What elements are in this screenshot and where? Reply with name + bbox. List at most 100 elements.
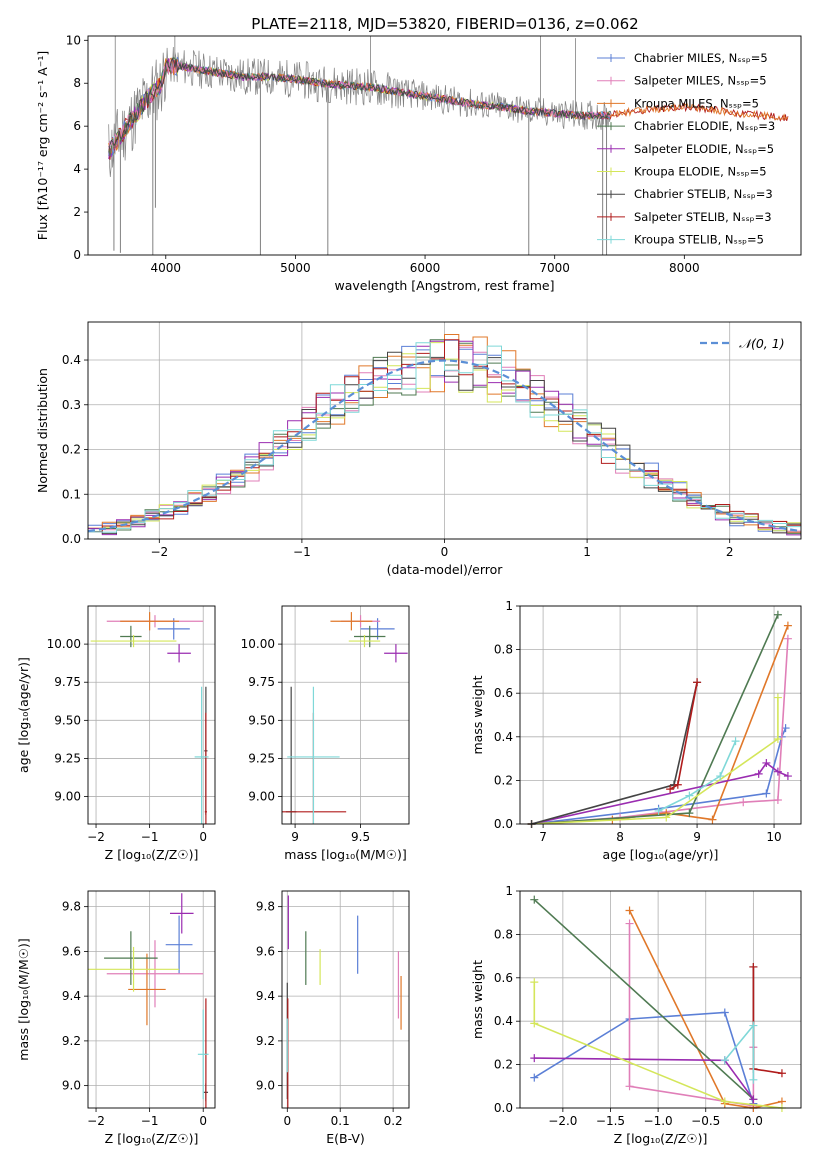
weight-point-marker — [720, 1008, 729, 1017]
y-tick-label: 0.6 — [494, 686, 513, 700]
x-tick-label: 10 — [766, 830, 781, 844]
x-axis-label: Z [log₁₀(Z/Z☉)] — [105, 1131, 199, 1146]
weight-point-marker — [625, 919, 634, 928]
y-tick-label: 9.4 — [62, 989, 81, 1003]
legend-label: Salpeter STELIB, Nₛₛₚ=3 — [634, 210, 772, 224]
weight-point-marker — [773, 734, 782, 743]
weight-series-line — [531, 697, 779, 824]
x-tick-label: 8 — [616, 830, 624, 844]
y-tick-label: 9.8 — [62, 900, 81, 914]
y-tick-label: 9.00 — [248, 790, 275, 804]
normal-curve — [87, 359, 802, 533]
spectrum-data-line — [108, 46, 612, 178]
x-tick-label: −2 — [87, 1114, 105, 1128]
legend-label: 𝒩(0, 1) — [739, 336, 785, 351]
y-tick-label: 9.6 — [62, 944, 81, 958]
x-tick-label: 0.0 — [744, 1114, 763, 1128]
weight-point-marker — [685, 809, 694, 818]
weight-point-marker — [530, 895, 539, 904]
weight-point-marker — [783, 621, 792, 630]
legend-label: Salpeter ELODIE, Nₛₛₚ=5 — [634, 142, 774, 156]
weight-point-marker — [754, 769, 763, 778]
x-tick-label: 9.5 — [351, 830, 370, 844]
weight-point-marker — [625, 906, 634, 915]
weight-point-marker — [708, 815, 717, 824]
weight-series-line — [531, 682, 698, 824]
y-tick-label: 2 — [73, 205, 81, 219]
x-axis-label: age [log₁₀(age/yr)] — [603, 847, 719, 862]
axes-age_vs_Z: −2 −1 0 9.00 9.25 9.50 9.75 10.00 Z [log₁₀(Z/Z☉)… — [16, 606, 215, 862]
y-tick-label: 10.00 — [241, 637, 275, 651]
weight-point-marker — [731, 737, 740, 746]
x-tick-label: −1.5 — [596, 1114, 625, 1128]
x-axis-label: mass [log₁₀(M/M☉)] — [284, 847, 406, 862]
figure-title: PLATE=2118, MJD=53820, FIBERID=0136, z=0… — [251, 15, 638, 33]
x-tick-label: 0 — [441, 545, 449, 559]
y-tick-label: 9.8 — [256, 900, 275, 914]
weight-point-marker — [762, 758, 771, 767]
x-tick-label: −2 — [87, 830, 105, 844]
x-tick-label: 8000 — [669, 261, 700, 275]
y-tick-label: 0.2 — [62, 443, 81, 457]
weight-series-line — [658, 740, 737, 812]
x-axis-label: wavelength [Angstrom, rest frame] — [334, 278, 554, 293]
axes-frame — [281, 605, 410, 825]
spectrum-model-line — [108, 57, 611, 153]
y-tick-label: 0.2 — [494, 1058, 513, 1072]
x-axis-label: Z [log₁₀(Z/Z☉)] — [614, 1131, 708, 1146]
weight-point-marker — [530, 1054, 539, 1063]
axes-frame — [519, 890, 802, 1109]
y-tick-label: 9.2 — [256, 1034, 275, 1048]
axes-frame — [87, 321, 802, 540]
axes-age_vs_mass: 9 9.5 9.00 9.25 9.50 9.75 10.00 mass [log₁₀(M/M… — [241, 606, 409, 862]
weight-point-marker — [654, 806, 663, 815]
axes-frame — [87, 890, 216, 1109]
y-axis-label: age [log₁₀(age/yr)] — [16, 657, 31, 773]
weight-point-marker — [720, 1097, 729, 1106]
x-tick-label: −2.0 — [548, 1114, 577, 1128]
weight-point-marker — [749, 1075, 758, 1084]
y-axis-label: mass [log₁₀(M/M☉)] — [16, 938, 31, 1060]
x-tick-label: −2 — [150, 545, 168, 559]
weight-point-marker — [625, 1082, 634, 1091]
y-tick-label: 10 — [66, 33, 81, 47]
legend-label: Chabrier ELODIE, Nₛₛₚ=3 — [634, 119, 775, 133]
legend-label: Salpeter MILES, Nₛₛₚ=5 — [634, 74, 767, 88]
axes-mass_vs_EBV: 0 0.1 0.2 9.0 9.2 9.4 9.6 9.8 E(B-V) — [256, 891, 409, 1146]
weight-point-marker — [773, 610, 782, 619]
y-tick-label: 9.25 — [248, 751, 275, 765]
weight-point-marker — [720, 1056, 729, 1065]
weight-point-marker — [530, 1073, 539, 1082]
x-tick-label: 9 — [291, 830, 299, 844]
y-tick-label: 0.8 — [494, 643, 513, 657]
y-tick-label: 9.0 — [256, 1079, 275, 1093]
histogram-series — [88, 339, 801, 533]
x-tick-label: −1 — [141, 1114, 159, 1128]
histogram-series — [88, 342, 801, 533]
weight-point-marker — [739, 798, 748, 807]
y-tick-label: 0.3 — [62, 398, 81, 412]
y-tick-label: 9.00 — [54, 790, 81, 804]
axes-frame — [281, 890, 410, 1109]
y-tick-label: 0 — [73, 248, 81, 262]
y-tick-label: 0.0 — [494, 817, 513, 831]
legend-label: Kroupa MILES, Nₛₛₚ=5 — [634, 96, 759, 110]
axes-spectrum: 4000 5000 6000 7000 8000 0 2 4 6 8 10 wavelength [A… — [35, 33, 700, 293]
weight-series-line — [531, 625, 789, 824]
weight-point-marker — [773, 796, 782, 805]
weight-point-marker — [773, 693, 782, 702]
x-tick-label: 0.2 — [384, 1114, 403, 1128]
y-tick-label: 0.0 — [62, 532, 81, 546]
y-tick-label: 9.2 — [62, 1034, 81, 1048]
weight-point-marker — [762, 789, 771, 798]
legend-label: Kroupa ELODIE, Nₛₛₚ=5 — [634, 165, 767, 179]
weight-point-marker — [693, 678, 702, 687]
y-tick-label: 0.4 — [62, 353, 81, 367]
x-axis-label: Z [log₁₀(Z/Z☉)] — [105, 847, 199, 862]
axes-frame — [87, 605, 216, 825]
x-tick-label: 2 — [726, 545, 734, 559]
x-tick-label: −1 — [141, 830, 159, 844]
y-tick-label: 8 — [73, 76, 81, 90]
y-tick-label: 9.50 — [54, 713, 81, 727]
